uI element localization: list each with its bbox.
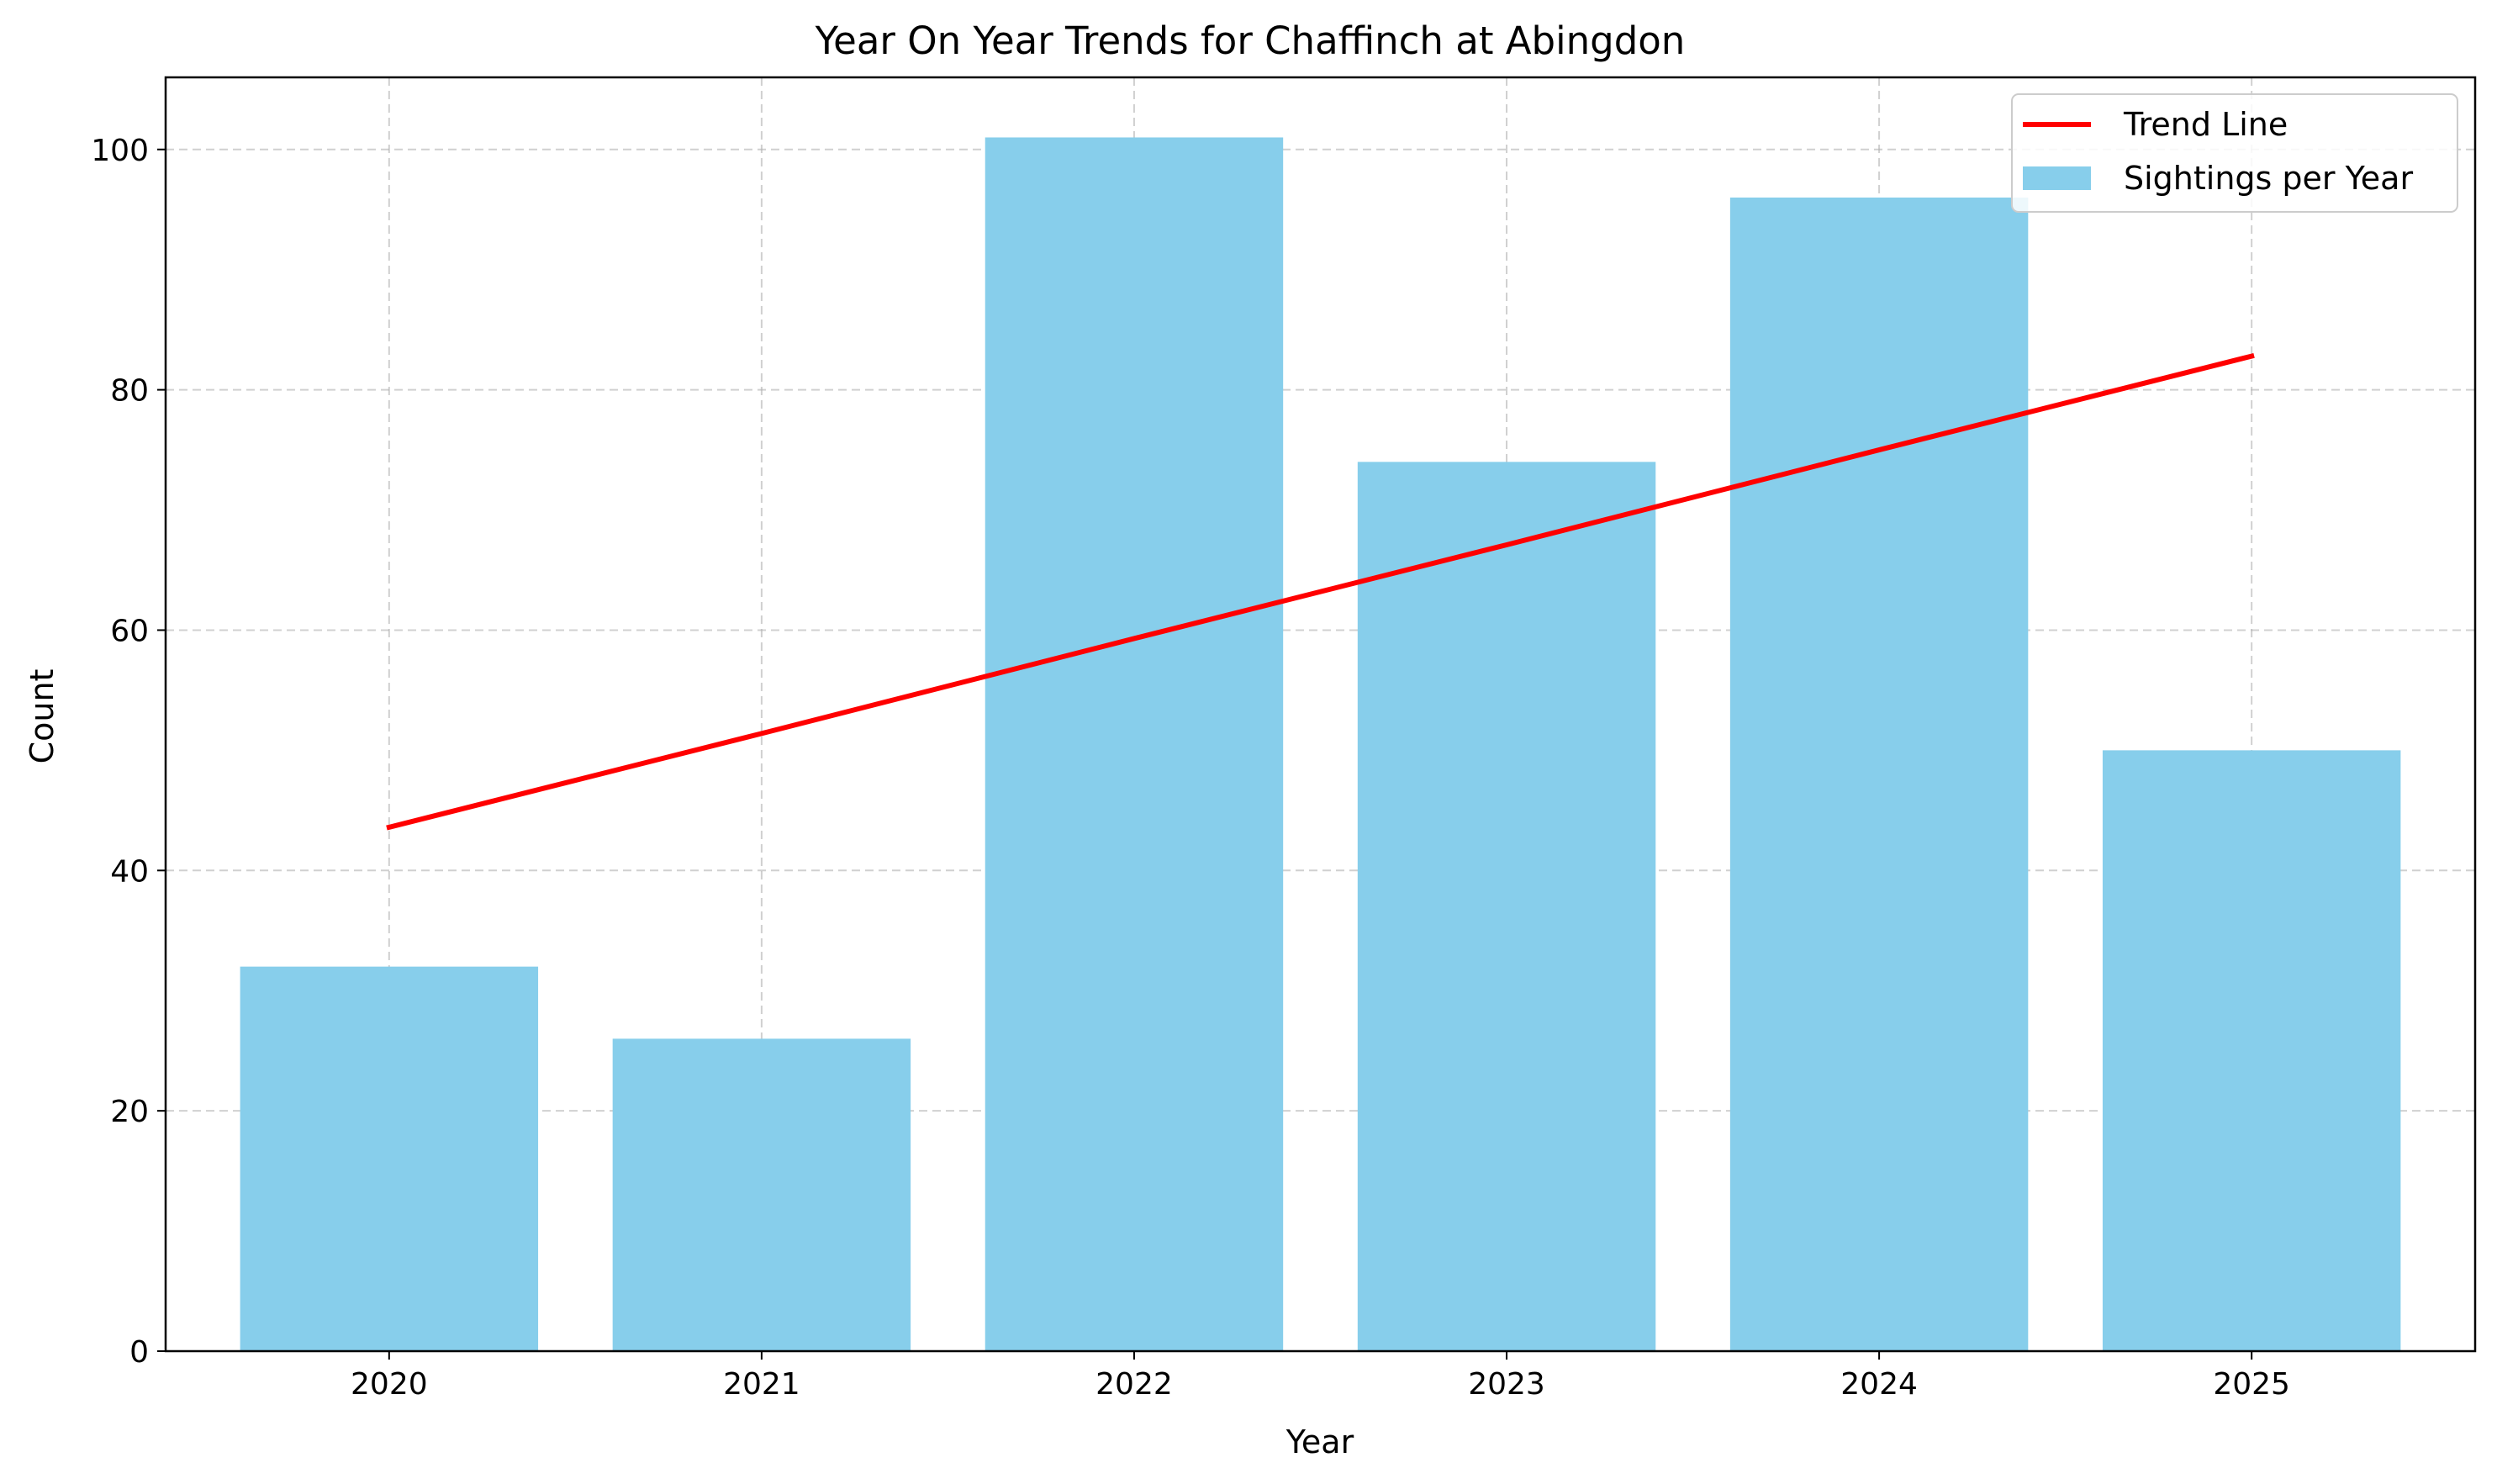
y-tick-label: 0 [129,1335,149,1370]
legend-bars-swatch [2023,166,2091,190]
trend-point-2024 [1879,450,1880,451]
legend-bars-label: Sightings per Year [2124,160,2413,197]
x-tick-label: 2020 [351,1367,428,1402]
bar-2023 [1357,462,1656,1351]
y-axis-label: Count [24,669,61,764]
y-tick-label: 100 [91,134,149,168]
bar-2025 [2102,750,2401,1351]
bar-2024 [1729,197,2029,1351]
y-tick-label: 60 [110,614,149,648]
x-axis-label: Year [1285,1423,1354,1460]
legend-trend-label: Trend Line [2123,106,2288,143]
legend-box [2011,93,2458,213]
trend-point-2022 [1133,638,1134,639]
y-axis: 0 20 40 60 80 100 [91,134,166,1370]
bar-2020 [240,966,539,1351]
trend-point-2021 [761,733,762,734]
x-tick-label: 2021 [723,1367,800,1402]
x-tick-label: 2022 [1095,1367,1173,1402]
bar-2022 [985,137,1284,1351]
x-tick-label: 2024 [1840,1367,1918,1402]
y-tick-label: 40 [110,854,149,889]
trend-line [386,352,2255,831]
bar-2021 [612,1038,911,1351]
plot-frame [164,76,2477,1353]
legend: Trend Line Sightings per Year [2011,93,2458,213]
chart-title: Year On Year Trends for Chaffinch at Abi… [815,18,1686,63]
x-tick-label: 2025 [2213,1367,2290,1402]
trend-line-layer [386,352,2255,831]
y-tick-label: 20 [110,1095,149,1129]
x-axis: 2020 2021 2022 2023 2024 2025 [351,1351,2290,1402]
bars [240,137,2401,1351]
y-tick-label: 80 [110,374,149,409]
trend-point-2020 [388,826,389,827]
x-tick-label: 2023 [1468,1367,1545,1402]
